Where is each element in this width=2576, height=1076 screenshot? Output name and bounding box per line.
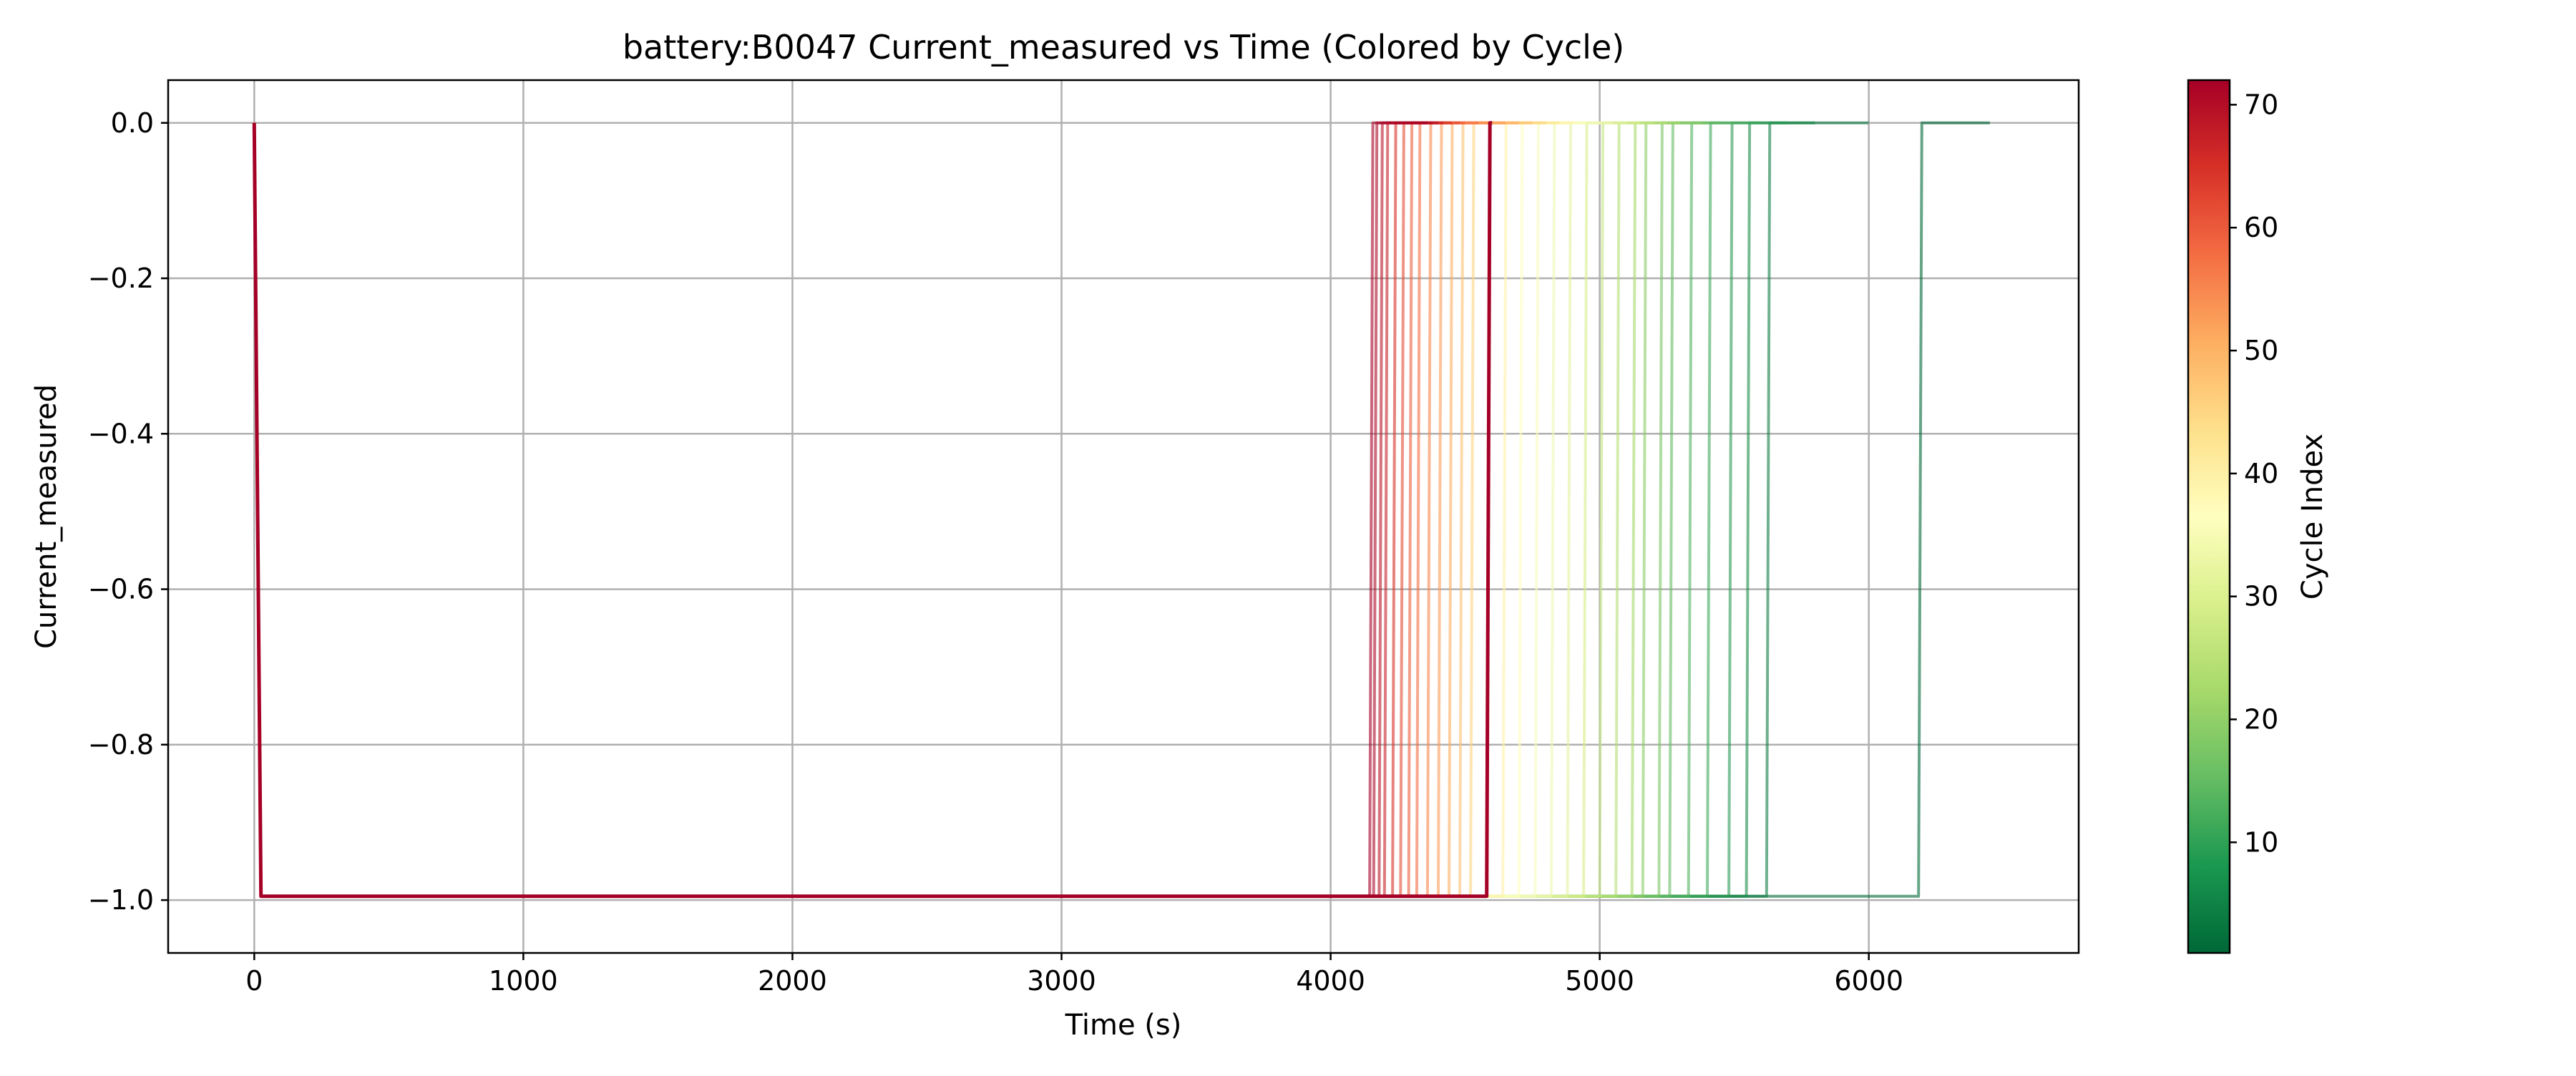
cycle-line <box>253 121 1600 898</box>
colorbar-tick-label: 30 <box>2244 581 2278 612</box>
series-lines <box>252 121 1990 899</box>
x-axis-label: Time (s) <box>1065 1009 1182 1042</box>
x-tick-label: 5000 <box>1565 965 1634 997</box>
colorbar-ticks: 10 20 30 40 50 60 70 <box>2230 89 2278 858</box>
cycle-line <box>253 121 1433 898</box>
cycle-line <box>253 121 1702 898</box>
chart-title: battery:B0047 Current_measured vs Time (… <box>623 28 1624 67</box>
cycle-line <box>253 121 1721 898</box>
colorbar-tick-label: 10 <box>2244 826 2278 858</box>
x-tick-label: 1000 <box>489 965 558 997</box>
y-axis: 0.0 −0.2 −0.4 −0.6 −0.8 −1.0 <box>88 107 168 916</box>
grid-lines <box>168 80 2079 953</box>
cycle-line <box>253 121 1735 898</box>
x-axis: 0 1000 2000 3000 4000 5000 6000 <box>245 953 1903 997</box>
cycle-line <box>253 121 1519 898</box>
colorbar-label: Cycle Index <box>2296 434 2329 600</box>
cycle-line <box>253 121 1788 898</box>
y-tick-label: −0.2 <box>88 263 154 294</box>
colorbar-gradient <box>2187 79 2231 954</box>
x-tick-label: 2000 <box>758 965 827 997</box>
cycle-line <box>252 121 1493 899</box>
y-tick-label: 0.0 <box>111 107 154 139</box>
cycle-line <box>253 121 1640 898</box>
cycle-line <box>253 121 1465 898</box>
cycle-line <box>253 121 1444 898</box>
cycle-line <box>253 121 1438 898</box>
cycle-line <box>253 121 1560 898</box>
y-tick-label: −0.6 <box>88 574 154 605</box>
y-axis-label: Current_measured <box>30 384 63 649</box>
cycle-line <box>253 121 1460 898</box>
x-tick-label: 0 <box>245 965 263 997</box>
y-tick-label: −0.8 <box>88 729 154 760</box>
cycle-line <box>253 121 1681 898</box>
colorbar-tick-label: 70 <box>2244 89 2278 120</box>
cycle-line <box>253 121 1479 898</box>
cycle-line <box>253 121 1428 898</box>
cycle-line <box>253 121 1667 898</box>
cycle-line <box>253 121 1452 898</box>
x-tick-label: 6000 <box>1834 965 1903 997</box>
cycle-line <box>253 121 1815 898</box>
x-tick-label: 3000 <box>1027 965 1096 997</box>
y-tick-label: −0.4 <box>88 418 154 449</box>
x-tick-label: 4000 <box>1296 965 1365 997</box>
colorbar-tick-label: 50 <box>2244 335 2278 366</box>
cycle-line <box>253 121 1654 898</box>
cycle-line <box>253 121 1546 898</box>
colorbar-tick-label: 40 <box>2244 458 2278 489</box>
cycle-line <box>253 121 1493 898</box>
cycle-line <box>253 121 1506 898</box>
colorbar-tick-label: 20 <box>2244 704 2278 735</box>
plot-area <box>167 79 2080 954</box>
y-tick-label: −1.0 <box>88 884 154 916</box>
cycle-line <box>253 121 1533 898</box>
colorbar-tick-label: 60 <box>2244 212 2278 243</box>
colorbar: 10 20 30 40 50 60 70 Cycle Index <box>2187 79 2329 954</box>
